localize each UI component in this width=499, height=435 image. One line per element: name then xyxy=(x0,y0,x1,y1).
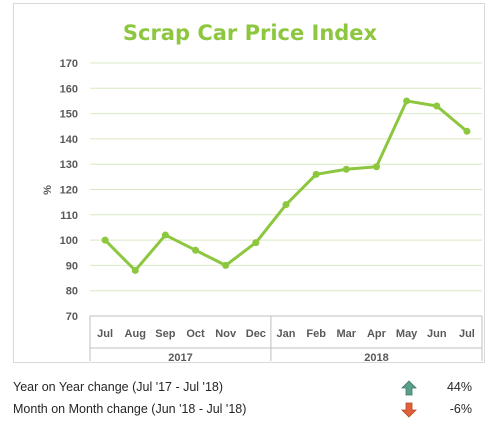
chart-container: Scrap Car Price Index % 70 80 90 100 110 120 1… xyxy=(13,3,485,364)
y-tick-label: 130 xyxy=(60,159,78,171)
mom-change-label: Month on Month change (Jun '18 - Jul '18… xyxy=(13,402,247,416)
down-arrow-icon xyxy=(401,402,417,418)
y-tick-label: 80 xyxy=(66,286,78,298)
y-tick-label: 120 xyxy=(60,185,78,197)
grid-layer xyxy=(90,62,482,317)
x-tick-label: Mar xyxy=(337,328,357,340)
line-chart: Scrap Car Price Index % 70 80 90 100 110 120 1… xyxy=(42,21,483,364)
data-point xyxy=(342,165,350,173)
chart-title: Scrap Car Price Index xyxy=(123,21,378,45)
series-layer xyxy=(101,97,471,274)
x-tick-label: Dec xyxy=(246,328,266,340)
data-point xyxy=(222,261,230,269)
x-tick-label: Feb xyxy=(306,328,326,340)
x-tick-label: May xyxy=(396,328,418,340)
data-point xyxy=(403,97,411,105)
y-tick-layer: 70 80 90 100 110 120 130 140 150 160 170 xyxy=(60,58,78,323)
x-tick-layer: Jul Aug Sep Oct Nov Dec Jan Feb Mar Apr May Jun Jul 2… xyxy=(89,316,483,364)
data-point xyxy=(433,102,441,110)
y-tick-label: 110 xyxy=(60,210,78,222)
y-tick-label: 90 xyxy=(66,260,78,272)
data-point xyxy=(252,239,260,247)
mom-change-value: -6% xyxy=(449,402,472,416)
data-point xyxy=(192,246,200,254)
y-tick-label: 160 xyxy=(60,83,78,95)
y-tick-label: 100 xyxy=(60,235,78,247)
y-tick-label: 150 xyxy=(60,109,78,121)
y-tick-label: 170 xyxy=(60,58,78,70)
y-axis-label: % xyxy=(42,185,54,195)
x-tick-label: Jul xyxy=(459,328,475,340)
yoy-change-label: Year on Year change (Jul '17 - Jul '18) xyxy=(13,380,224,394)
x-tick-label: Aug xyxy=(125,328,146,340)
up-arrow-icon xyxy=(401,380,417,396)
x-tick-label: Nov xyxy=(215,328,237,340)
x-tick-label: Jan xyxy=(277,328,296,340)
data-point xyxy=(463,127,471,135)
group-label: 2017 xyxy=(168,352,192,364)
x-tick-label: Jul xyxy=(97,328,113,340)
x-tick-label: Apr xyxy=(367,328,387,340)
x-tick-label: Jun xyxy=(427,328,447,340)
y-tick-label: 70 xyxy=(66,311,78,323)
data-point xyxy=(282,201,290,209)
series-line xyxy=(103,99,469,272)
x-tick-label: Oct xyxy=(186,328,205,340)
y-tick-label: 140 xyxy=(60,134,78,146)
yoy-change-value: 44% xyxy=(446,380,472,394)
data-point xyxy=(161,231,169,239)
data-point xyxy=(312,170,320,178)
group-label: 2018 xyxy=(364,352,388,364)
x-tick-label: Sep xyxy=(155,328,175,340)
data-point xyxy=(372,163,380,171)
data-point xyxy=(131,266,139,274)
data-point xyxy=(101,236,109,244)
